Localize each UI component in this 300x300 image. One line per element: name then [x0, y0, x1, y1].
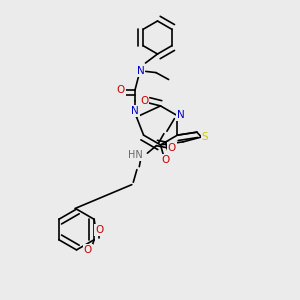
Text: O: O [83, 245, 92, 255]
Text: O: O [95, 225, 103, 235]
Text: N: N [136, 66, 144, 76]
Text: N: N [177, 110, 185, 120]
Text: O: O [161, 154, 169, 165]
Text: O: O [168, 143, 176, 153]
Text: HN: HN [128, 150, 143, 160]
Text: O: O [117, 85, 125, 95]
Text: N: N [131, 106, 139, 116]
Text: O: O [140, 96, 148, 106]
Text: S: S [202, 132, 208, 142]
